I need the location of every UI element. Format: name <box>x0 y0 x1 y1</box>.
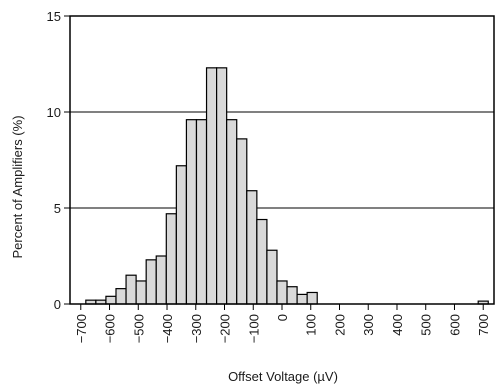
gridlines <box>70 111 494 209</box>
x-tick-label: −500 <box>131 314 146 343</box>
histogram-bar <box>165 213 177 305</box>
x-tick-label: 200 <box>332 314 347 336</box>
y-tick-label: 15 <box>47 9 61 24</box>
x-tick-label: 700 <box>476 314 491 336</box>
histogram-bar <box>105 295 117 305</box>
histogram-bar <box>185 119 198 305</box>
x-tick-label: −600 <box>103 314 118 343</box>
histogram-bar <box>276 280 288 305</box>
histogram-bar <box>296 293 308 305</box>
histogram-bar <box>236 138 248 305</box>
histogram-bar <box>256 218 268 305</box>
histogram-bar <box>155 255 167 305</box>
histogram-bar <box>125 274 137 305</box>
x-tick-label: −400 <box>160 314 175 343</box>
histogram-bar <box>306 291 318 305</box>
x-tick-label: 300 <box>361 314 376 336</box>
histogram-bar <box>145 259 157 305</box>
y-axis-ticks: 0 5 10 15 <box>47 9 70 312</box>
histogram-bar <box>286 286 298 305</box>
x-tick-label: −200 <box>218 314 233 343</box>
histogram-bar <box>266 249 278 305</box>
histogram-bar <box>195 119 208 305</box>
histogram-bar <box>226 119 238 305</box>
x-tick-label: 500 <box>419 314 434 336</box>
x-axis-label: Offset Voltage (µV) <box>228 369 338 384</box>
histogram-bar <box>135 280 147 305</box>
histogram-bar <box>115 288 127 305</box>
x-tick-label: 400 <box>390 314 405 336</box>
x-tick-label: −300 <box>189 314 204 343</box>
histogram-bar <box>175 165 188 305</box>
x-tick-label: −100 <box>246 314 261 343</box>
x-tick-label: 100 <box>304 314 319 336</box>
histogram-bars <box>85 67 489 305</box>
histogram-bar <box>205 67 218 305</box>
plot-frame <box>69 15 495 305</box>
x-tick-label: 0 <box>275 314 290 321</box>
x-axis-ticks: −700 −600 −500 −400 −300 −200 −100 0 100 200 300 40… <box>74 304 491 343</box>
y-tick-label: 10 <box>47 105 61 120</box>
y-tick-label: 5 <box>54 201 61 216</box>
x-tick-label: −700 <box>74 314 89 343</box>
y-axis-label: Percent of Amplifiers (%) <box>10 115 25 258</box>
y-tick-label: 0 <box>54 297 61 312</box>
x-tick-label: 600 <box>447 314 462 336</box>
histogram-bar <box>246 190 258 305</box>
histogram-bar <box>216 67 228 305</box>
